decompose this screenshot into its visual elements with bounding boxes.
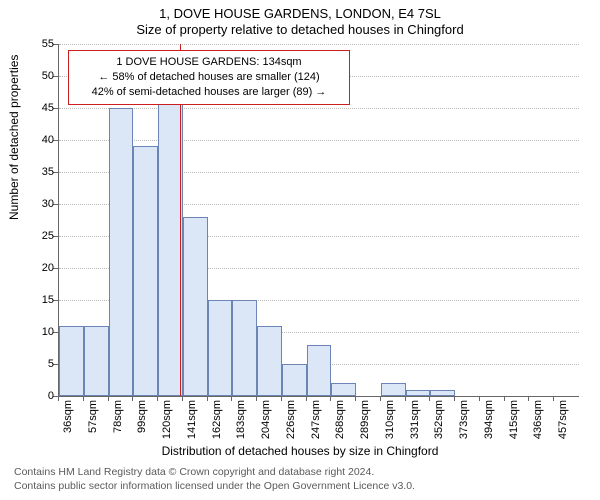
x-tick-label: 204sqm [260,400,272,445]
x-tick-mark [83,396,84,401]
histogram-bar [331,383,356,396]
x-tick-mark [182,396,183,401]
y-tick-label: 50 [24,70,54,82]
x-tick-mark [58,396,59,401]
grid-line [59,44,579,45]
x-tick-label: 310sqm [384,400,396,445]
y-tick-label: 10 [24,326,54,338]
x-tick-mark [231,396,232,401]
x-tick-label: 183sqm [235,400,247,445]
histogram-bar [307,345,332,396]
histogram-bar [208,300,233,396]
histogram-bar [430,390,455,396]
x-tick-label: 373sqm [458,400,470,445]
histogram-bar [381,383,406,396]
x-tick-mark [355,396,356,401]
x-tick-label: 78sqm [112,400,124,445]
histogram-bar [109,108,134,396]
chart-title-line1: 1, DOVE HOUSE GARDENS, LONDON, E4 7SL [0,6,600,21]
x-tick-mark [553,396,554,401]
x-tick-mark [306,396,307,401]
x-tick-label: 331sqm [409,400,421,445]
x-tick-mark [132,396,133,401]
x-tick-label: 99sqm [136,400,148,445]
y-axis-label: Number of detached properties [7,55,21,220]
x-tick-label: 415sqm [508,400,520,445]
x-tick-label: 352sqm [433,400,445,445]
chart-title-line2: Size of property relative to detached ho… [0,22,600,37]
annotation-box: 1 DOVE HOUSE GARDENS: 134sqm← 58% of det… [68,50,350,105]
x-tick-mark [479,396,480,401]
x-tick-mark [157,396,158,401]
histogram-bar [257,326,282,396]
x-tick-mark [429,396,430,401]
footer-line1: Contains HM Land Registry data © Crown c… [14,466,374,478]
y-tick-label: 45 [24,102,54,114]
x-tick-mark [504,396,505,401]
x-tick-label: 141sqm [186,400,198,445]
x-tick-label: 394sqm [483,400,495,445]
annotation-line: 1 DOVE HOUSE GARDENS: 134sqm [75,55,343,70]
annotation-line: ← 58% of detached houses are smaller (12… [75,70,343,85]
y-tick-label: 30 [24,198,54,210]
grid-line [59,140,579,141]
grid-line [59,108,579,109]
x-tick-label: 268sqm [334,400,346,445]
histogram-bar [232,300,257,396]
x-tick-label: 120sqm [161,400,173,445]
x-tick-label: 436sqm [532,400,544,445]
x-tick-mark [330,396,331,401]
x-tick-label: 457sqm [557,400,569,445]
annotation-line: 42% of semi-detached houses are larger (… [75,85,343,100]
x-tick-mark [108,396,109,401]
histogram-bar [84,326,109,396]
y-tick-label: 55 [24,38,54,50]
histogram-bar [183,217,208,396]
y-tick-label: 15 [24,294,54,306]
y-tick-label: 35 [24,166,54,178]
x-tick-label: 57sqm [87,400,99,445]
x-axis-label: Distribution of detached houses by size … [0,444,600,458]
x-tick-mark [405,396,406,401]
y-tick-label: 5 [24,358,54,370]
y-tick-label: 40 [24,134,54,146]
x-tick-mark [281,396,282,401]
x-tick-label: 162sqm [211,400,223,445]
x-tick-mark [454,396,455,401]
x-tick-label: 226sqm [285,400,297,445]
x-tick-label: 36sqm [62,400,74,445]
x-tick-mark [207,396,208,401]
chart-container: 1, DOVE HOUSE GARDENS, LONDON, E4 7SL Si… [0,0,600,500]
y-tick-label: 25 [24,230,54,242]
histogram-bar [133,146,158,396]
histogram-bar [282,364,307,396]
histogram-bar [59,326,84,396]
x-tick-label: 289sqm [359,400,371,445]
x-tick-mark [256,396,257,401]
y-tick-label: 20 [24,262,54,274]
footer-line2: Contains public sector information licen… [14,480,415,492]
x-tick-label: 247sqm [310,400,322,445]
y-tick-label: 0 [24,390,54,402]
x-tick-mark [528,396,529,401]
x-tick-mark [380,396,381,401]
histogram-bar [406,390,431,396]
